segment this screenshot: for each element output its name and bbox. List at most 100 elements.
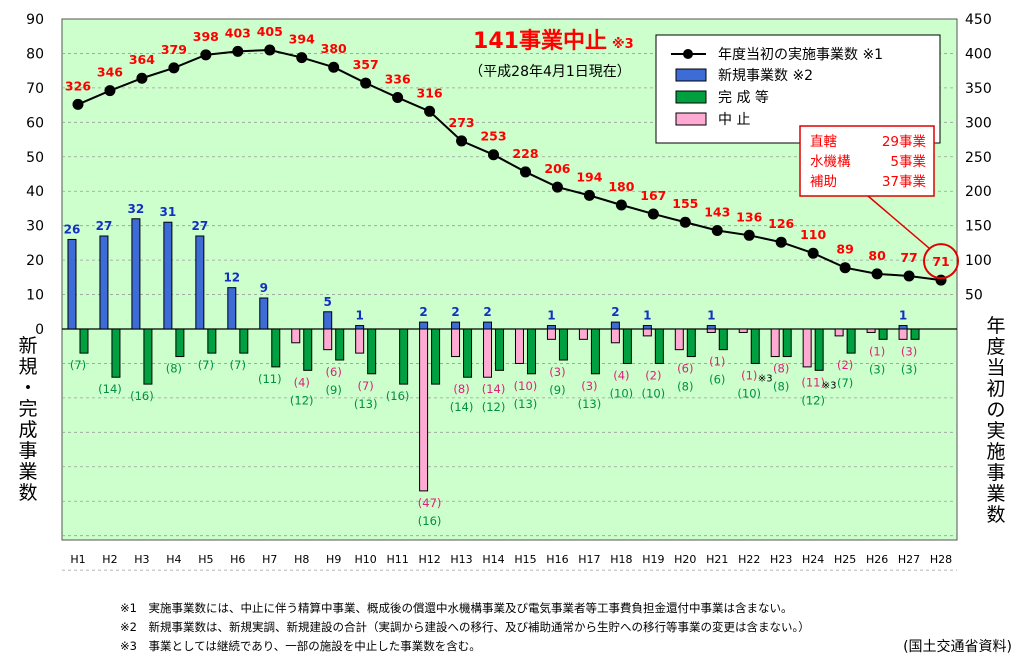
- complete-bar: [558, 328, 568, 361]
- right-tick-label: 400: [965, 46, 992, 62]
- x-tick-label: H9: [326, 553, 341, 566]
- ongoing-label: 326: [65, 78, 91, 93]
- x-tick-label: H19: [642, 553, 664, 566]
- ongoing-line: [77, 48, 942, 282]
- right-tick-label: 200: [965, 184, 992, 200]
- complete-bar-label: (9): [549, 383, 565, 397]
- x-tick-label: H23: [770, 553, 792, 566]
- ongoing-point: [328, 61, 340, 73]
- ongoing-label: 71: [932, 254, 949, 269]
- right-tick-label: 150: [965, 219, 992, 235]
- x-tick-label: H21: [706, 553, 728, 566]
- new-bar: [706, 325, 716, 330]
- complete-bar-label: (8): [677, 380, 693, 394]
- stop-bar: [451, 328, 461, 358]
- x-tick-label: H6: [230, 553, 245, 566]
- x-tick-label: H2: [102, 553, 117, 566]
- ongoing-point: [647, 208, 659, 220]
- stop-bar-label: (11): [801, 375, 825, 389]
- complete-bar-label: (7): [70, 358, 86, 372]
- footnote-3: ※3 事業としては継続であり、一部の施設を中止した事業数を含む。: [120, 639, 481, 653]
- x-tick-label: H3: [134, 553, 149, 566]
- complete-bar: [207, 328, 217, 354]
- legend-label: 中 止: [718, 112, 750, 128]
- left-tick-label: 80: [26, 46, 44, 62]
- stop-bar: [323, 328, 333, 351]
- new-bar-label: 26: [64, 222, 81, 236]
- x-tick-label: H10: [355, 553, 377, 566]
- right-tick-label: 50: [965, 288, 983, 304]
- x-tick-label: H20: [674, 553, 696, 566]
- complete-bar: [878, 328, 888, 340]
- stop-bar-label: (47): [418, 496, 442, 510]
- x-tick-label: H15: [514, 553, 536, 566]
- complete-bar: [79, 328, 89, 354]
- ongoing-label: 357: [353, 57, 379, 72]
- complete-bar: [271, 328, 281, 368]
- ongoing-point: [200, 49, 212, 61]
- ongoing-label: 346: [97, 65, 123, 80]
- complete-bar: [303, 328, 313, 371]
- complete-bar-label: (12): [801, 393, 825, 407]
- stop-bar: [546, 328, 556, 340]
- new-bar-label: 2: [451, 305, 459, 319]
- new-bar: [483, 321, 493, 330]
- ongoing-label: 316: [417, 85, 443, 100]
- ongoing-point: [392, 92, 404, 104]
- ongoing-point: [711, 224, 723, 236]
- new-bar: [131, 218, 141, 330]
- annotation-subtitle: （平成28年4月1日現在）: [469, 64, 631, 80]
- ongoing-point: [775, 236, 787, 248]
- complete-bar-label: (7): [837, 376, 853, 390]
- new-bar-label: 2: [419, 305, 427, 319]
- complete-bar-label: (14): [98, 382, 122, 396]
- complete-bar: [718, 328, 728, 351]
- complete-bar: [590, 328, 600, 375]
- stop-bar-label: (7): [358, 379, 374, 393]
- new-bar-label: 1: [899, 309, 907, 323]
- ongoing-label: 379: [161, 42, 187, 57]
- complete-bar-label: (12): [482, 400, 506, 414]
- complete-bar-label: (10): [610, 386, 634, 400]
- ongoing-point: [488, 149, 500, 161]
- x-tick-label: H17: [578, 553, 600, 566]
- x-tick-label: H25: [834, 553, 856, 566]
- complete-bar-label: (14): [450, 400, 474, 414]
- right-tick-label: 100: [965, 253, 992, 269]
- new-bar: [451, 321, 461, 330]
- new-bar-label: 32: [128, 202, 145, 216]
- complete-bar-label: (7): [230, 358, 246, 372]
- stop-bar: [610, 328, 620, 344]
- note-mark: ※3: [822, 380, 837, 391]
- complete-bar-label: (7): [198, 358, 214, 372]
- complete-bar-label: (10): [642, 386, 666, 400]
- left-tick-label: 10: [26, 288, 44, 304]
- stop-bar: [355, 328, 365, 354]
- complete-bar-label: (3): [869, 362, 885, 376]
- new-bar: [355, 325, 365, 330]
- complete-bar-label: (11): [258, 372, 282, 386]
- ongoing-point: [456, 135, 468, 147]
- complete-bar: [431, 328, 441, 385]
- new-bar-label: 2: [611, 305, 619, 319]
- complete-bar: [463, 328, 473, 378]
- ongoing-label: 405: [257, 24, 283, 39]
- footnote-2: ※2 新規事業数は、新規実調、新規建設の合計（実調から建設への移行、及び補助通常…: [120, 620, 810, 634]
- stop-bar: [866, 328, 876, 333]
- ongoing-label: 206: [544, 161, 570, 176]
- x-tick-label: H11: [386, 553, 408, 566]
- stop-bar-label: (10): [514, 379, 538, 393]
- new-bar: [99, 235, 109, 330]
- ongoing-point: [424, 105, 436, 117]
- complete-bar: [111, 328, 121, 378]
- left-axis-title: 新規・完成事業数: [18, 335, 37, 504]
- x-tick-label: H27: [898, 553, 920, 566]
- stop-bar-label: (4): [613, 368, 629, 382]
- legend-swatch: [675, 68, 707, 82]
- note-mark: ※3: [758, 373, 773, 384]
- new-bar-label: 1: [355, 309, 363, 323]
- complete-bar: [239, 328, 249, 354]
- ongoing-point: [839, 262, 851, 274]
- new-bar-label: 1: [547, 309, 555, 323]
- x-tick-label: H4: [166, 553, 181, 566]
